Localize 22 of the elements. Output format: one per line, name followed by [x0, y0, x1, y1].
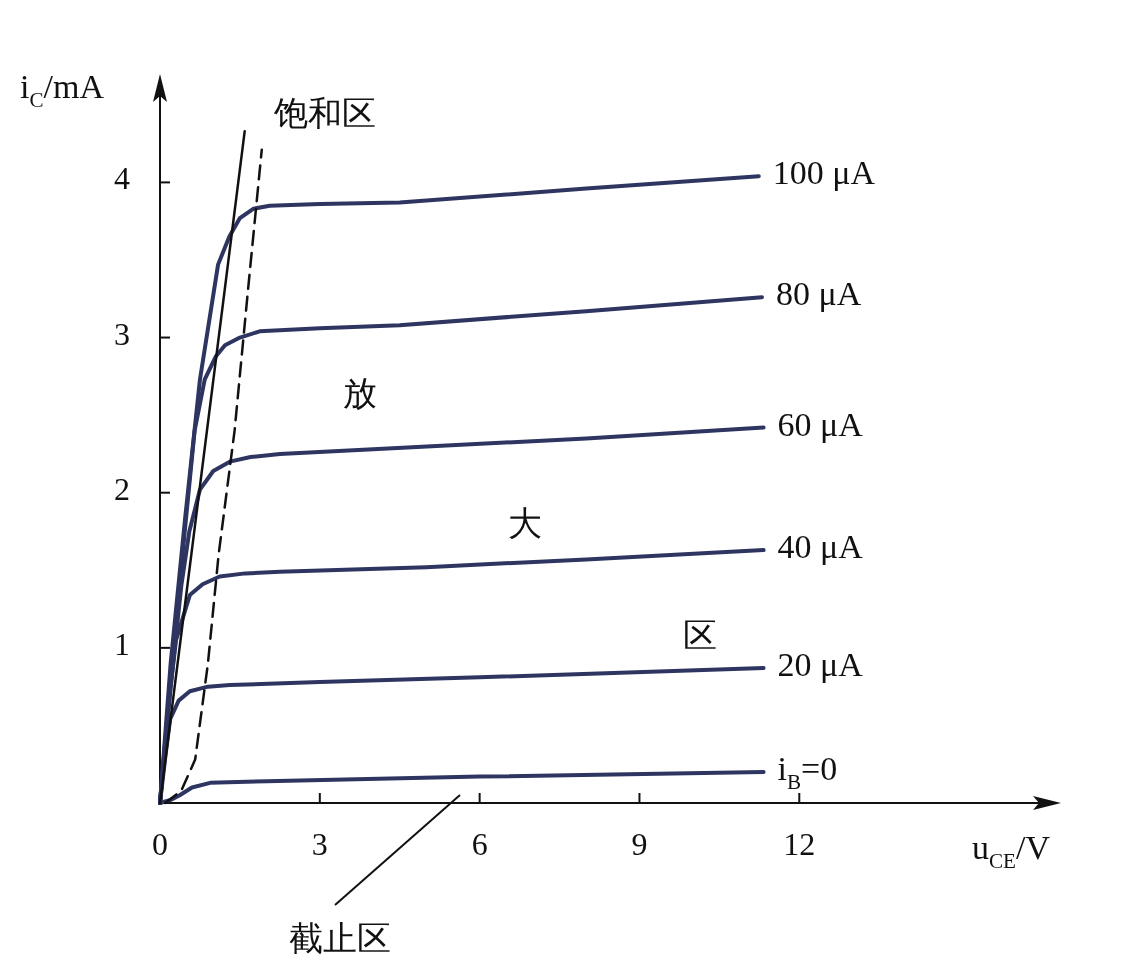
series-label: 20 μA: [777, 645, 864, 683]
y-tick-label: 3: [114, 315, 130, 352]
x-tick-label: 3: [311, 826, 328, 863]
x-axis-title: u$_{CE}$/V: [972, 828, 1051, 873]
y-tick-label: 1: [114, 626, 130, 663]
x-tick-label: 9: [631, 826, 648, 863]
annotation: 饱和区: [273, 92, 376, 133]
annotation: 区: [683, 614, 717, 655]
series-label: 40 μA: [777, 527, 864, 565]
y-tick-label: 2: [114, 471, 130, 508]
text: 截止区: [289, 917, 391, 958]
y-tick-label: 4: [114, 160, 130, 197]
annotation: 大: [508, 502, 542, 543]
series-label: 80 μA: [775, 275, 862, 313]
x-tick-label: 0: [152, 826, 168, 863]
annotation: 放: [343, 372, 377, 413]
series-label: 60 μA: [777, 405, 864, 443]
x-tick-label: 12: [783, 826, 816, 863]
series-label: 100 μA: [772, 153, 876, 191]
series-label: i$_{B}$=0: [777, 749, 838, 794]
x-tick-label: 6: [471, 826, 488, 863]
y-axis-title: i$_{C}$/mA: [20, 67, 105, 112]
